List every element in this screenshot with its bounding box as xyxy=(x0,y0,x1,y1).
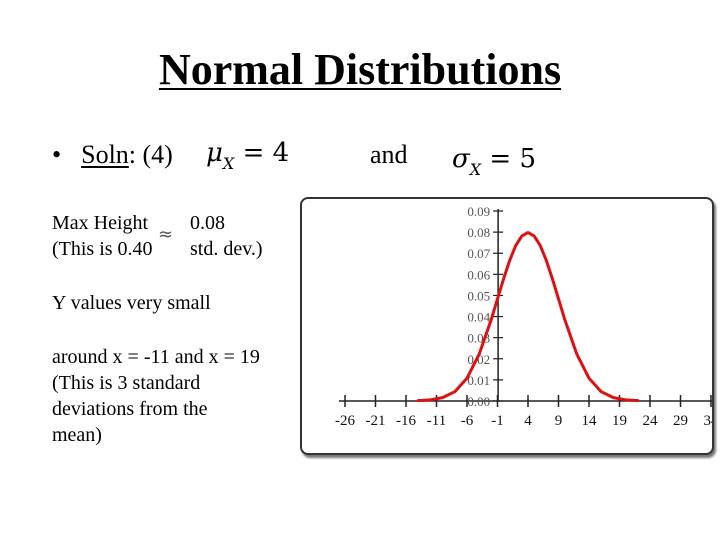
y-tick-label: 0.08 xyxy=(467,225,490,240)
mu-symbol: μ xyxy=(206,138,223,168)
x-tick-label: 24 xyxy=(643,413,659,429)
around-line1: around x = -11 and x = 19 xyxy=(52,346,260,368)
y-tick-label: 0.06 xyxy=(467,267,490,282)
mu-formula: μX = 4 xyxy=(206,138,289,173)
mu-subscript: X xyxy=(222,154,235,173)
y-tick-label: 0.05 xyxy=(467,288,490,303)
x-tick-label: -11 xyxy=(427,413,446,429)
x-tick-label: -26 xyxy=(335,413,355,429)
y-tick-label: 0.04 xyxy=(467,310,490,325)
x-tick-label: 34 xyxy=(704,413,715,429)
y-small-text: Y values very small xyxy=(52,292,211,314)
sigma-symbol: σ xyxy=(452,144,470,174)
slide-title: Normal Distributions xyxy=(0,44,720,95)
x-tick-label: 19 xyxy=(612,413,627,429)
x-tick-label: 29 xyxy=(673,413,688,429)
sigma-formula: σX = 5 xyxy=(452,144,536,179)
y-tick-label: 0.01 xyxy=(467,373,490,388)
x-tick-label: -21 xyxy=(366,413,386,429)
y-tick-label: 0.09 xyxy=(467,204,490,219)
normal-curve-series-line xyxy=(416,231,640,403)
mu-rhs: = 4 xyxy=(242,138,290,168)
x-tick-label: 4 xyxy=(524,413,532,429)
sigma-rhs: = 5 xyxy=(489,144,536,174)
chart-frame: -26-21-16-11-6-14914192429340.000.010.02… xyxy=(300,197,714,455)
x-tick-label: 14 xyxy=(582,413,598,429)
normal-curve-chart: -26-21-16-11-6-14914192429340.000.010.02… xyxy=(335,204,715,429)
max-height-line1: Max Height xyxy=(52,212,149,234)
max-height-value: 0.08 xyxy=(190,212,225,234)
around-line4: mean) xyxy=(52,424,102,446)
x-tick-label: -16 xyxy=(396,413,416,429)
soln-suffix: : (4) xyxy=(128,140,173,169)
slide-title-text: Normal Distributions xyxy=(158,45,562,94)
y-tick-label: 0.00 xyxy=(467,394,490,409)
max-height-line2-right: std. dev.) xyxy=(190,238,263,260)
x-tick-label: -6 xyxy=(461,413,474,429)
and-word: and xyxy=(370,140,408,169)
bullet-dot: • xyxy=(52,140,62,169)
around-line3: deviations from the xyxy=(52,398,208,420)
y-tick-label: 0.07 xyxy=(467,246,490,261)
x-tick-label: -1 xyxy=(491,413,504,429)
x-tick-label: 9 xyxy=(555,413,563,429)
around-line2: (This is 3 standard xyxy=(52,372,201,394)
max-height-line2: (This is 0.40 xyxy=(52,238,153,260)
bullet-line: • Soln: (4) xyxy=(52,140,173,170)
soln-label: Soln xyxy=(81,140,129,169)
sigma-subscript: X xyxy=(469,160,482,179)
approx-icon: ≈ xyxy=(158,224,174,245)
